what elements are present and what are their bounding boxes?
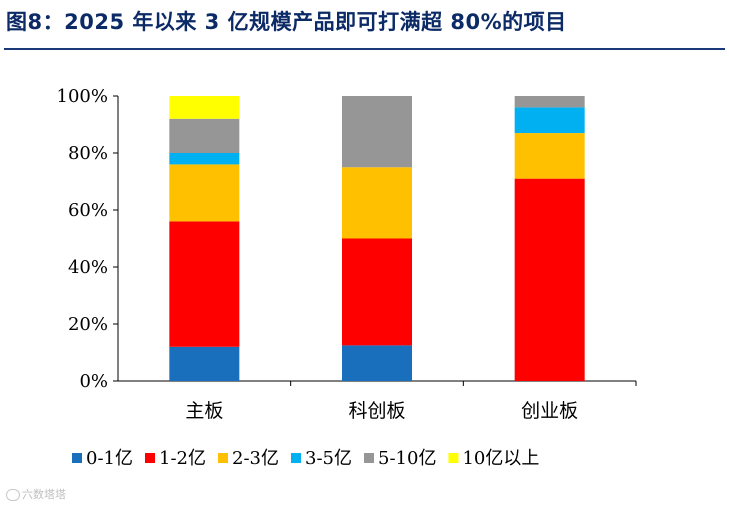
bar-segment (514, 178, 585, 381)
legend-swatch (364, 453, 374, 463)
legend-label: 3-5亿 (305, 448, 352, 469)
legend-label: 10亿以上 (462, 448, 539, 469)
legend-swatch (291, 453, 301, 463)
bar-segment (169, 153, 240, 165)
legend-swatch (448, 453, 459, 463)
legend-swatch (218, 453, 228, 463)
chart-title: 图8：2025 年以来 3 亿规模产品即可打满超 80%的项目 (6, 10, 567, 34)
bar-segment (514, 133, 585, 179)
y-tick-label: 40% (68, 257, 108, 278)
y-tick-label: 60% (68, 200, 108, 221)
bar-segment (342, 238, 412, 346)
legend-label: 2-3亿 (232, 448, 279, 469)
watermark-text: 六数塔塔 (22, 488, 66, 501)
x-tick-label: 主板 (185, 400, 223, 422)
bar-segment (169, 118, 240, 153)
bar-segment (169, 221, 240, 347)
bar-segment (514, 107, 585, 134)
bar-segment (342, 345, 412, 381)
bar-segment (514, 96, 585, 108)
legend-swatch (72, 453, 82, 463)
watermark-logo-icon (6, 489, 20, 501)
x-tick-label: 科创板 (348, 400, 405, 422)
bar-segment (342, 167, 412, 239)
watermark: 六数塔塔 (6, 486, 66, 502)
bar-segment (169, 346, 240, 381)
bar-segment (169, 164, 240, 222)
y-tick-label: 0% (79, 371, 108, 392)
bar-segment (342, 96, 412, 168)
x-tick-label: 创业板 (521, 400, 578, 422)
y-tick-label: 100% (57, 86, 108, 107)
y-tick-label: 20% (68, 314, 108, 335)
y-tick-label: 80% (68, 143, 108, 164)
bar-segment (169, 96, 240, 119)
title-rule (4, 48, 725, 50)
legend-label: 1-2亿 (159, 448, 206, 469)
legend-label: 0-1亿 (86, 448, 133, 469)
legend-swatch (145, 453, 155, 463)
legend-label: 5-10亿 (378, 448, 436, 469)
